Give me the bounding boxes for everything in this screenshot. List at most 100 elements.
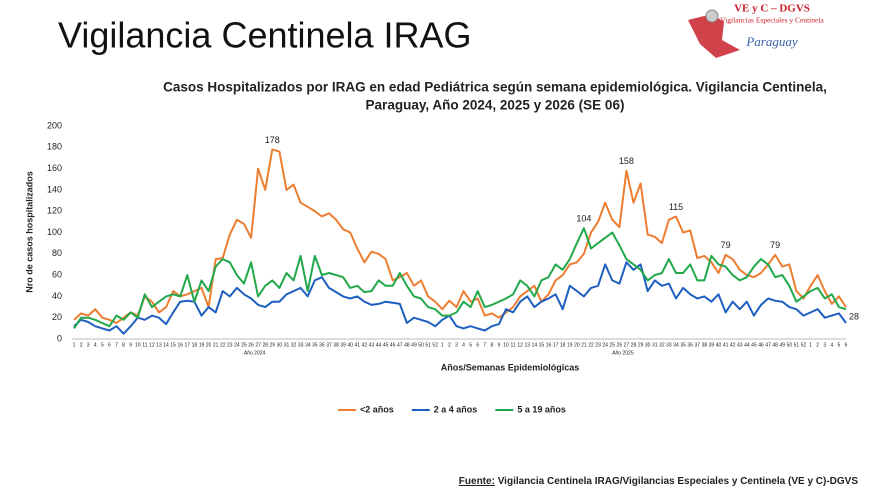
x-tick-label: 34 xyxy=(305,342,311,348)
x-tick-label: 14 xyxy=(163,342,169,348)
x-tick-label: 1 xyxy=(73,342,76,348)
x-tick-label: 12 xyxy=(517,342,523,348)
x-tick-label: 43 xyxy=(369,342,375,348)
x-tick-label: 19 xyxy=(199,342,205,348)
x-tick-label: 36 xyxy=(687,342,693,348)
x-tick-label: 20 xyxy=(574,342,580,348)
x-tick-label: 8 xyxy=(122,342,125,348)
y-tick-label: 160 xyxy=(47,163,62,173)
x-tick-label: 37 xyxy=(326,342,332,348)
x-tick-label: 25 xyxy=(241,342,247,348)
x-tick-label: 17 xyxy=(553,342,559,348)
x-tick-label: 27 xyxy=(255,342,261,348)
x-tick-label: 29 xyxy=(638,342,644,348)
x-tick-label: 40 xyxy=(347,342,353,348)
x-tick-label: 22 xyxy=(220,342,226,348)
x-tick-label: 46 xyxy=(390,342,396,348)
x-tick-label: 8 xyxy=(490,342,493,348)
y-tick-label: 180 xyxy=(47,142,62,152)
y-tick-label: 20 xyxy=(52,312,62,322)
series-line xyxy=(73,261,847,335)
x-tick-label: 47 xyxy=(765,342,771,348)
data-label: 28 xyxy=(849,312,859,322)
x-tick-label: 30 xyxy=(645,342,651,348)
x-tick-label: 45 xyxy=(383,342,389,348)
x-tick-label: 3 xyxy=(87,342,90,348)
x-tick-label: 4 xyxy=(830,342,833,348)
x-tick-label: 13 xyxy=(156,342,162,348)
x-tick-label: 5 xyxy=(469,342,472,348)
logo-map xyxy=(688,14,740,58)
x-tick-label: 13 xyxy=(525,342,531,348)
logo-figure xyxy=(705,9,719,23)
x-tick-label: 27 xyxy=(624,342,630,348)
x-tick-label: 33 xyxy=(298,342,304,348)
x-tick-label: 5 xyxy=(838,342,841,348)
series-line xyxy=(73,227,847,329)
logo-country: Paraguay xyxy=(745,34,798,49)
x-tick-label: 2 xyxy=(80,342,83,348)
x-tick-label: 39 xyxy=(340,342,346,348)
x-tick-label: 21 xyxy=(581,342,587,348)
x-tick-label: 1 xyxy=(809,342,812,348)
x-group-label: Año 2024 xyxy=(244,350,266,356)
data-label: 104 xyxy=(576,214,591,224)
x-tick-label: 44 xyxy=(744,342,750,348)
y-tick-label: 140 xyxy=(47,184,62,194)
x-tick-label: 41 xyxy=(355,342,361,348)
x-tick-label: 25 xyxy=(609,342,615,348)
source: Fuente: Vigilancia Centinela IRAG/Vigila… xyxy=(459,476,859,487)
x-tick-label: 6 xyxy=(476,342,479,348)
x-tick-label: 42 xyxy=(362,342,368,348)
x-tick-label: 15 xyxy=(170,342,176,348)
x-tick-label: 7 xyxy=(115,342,118,348)
x-tick-label: 49 xyxy=(779,342,785,348)
x-tick-label: 50 xyxy=(787,342,793,348)
x-tick-label: 49 xyxy=(411,342,417,348)
x-tick-label: 43 xyxy=(737,342,743,348)
x-tick-label: 3 xyxy=(823,342,826,348)
y-tick-label: 40 xyxy=(52,291,62,301)
x-tick-label: 9 xyxy=(129,342,132,348)
x-tick-label: 46 xyxy=(758,342,764,348)
y-tick-label: 60 xyxy=(52,269,62,279)
x-tick-label: 4 xyxy=(94,342,97,348)
x-tick-label: 19 xyxy=(567,342,573,348)
source-text: Vigilancia Centinela IRAG/Vigilancias Es… xyxy=(498,476,859,487)
source-label: Fuente: xyxy=(459,476,495,487)
y-axis-title: Nro de casos hospitalizados xyxy=(24,171,34,293)
x-tick-label: 16 xyxy=(546,342,552,348)
x-tick-label: 17 xyxy=(185,342,191,348)
x-tick-label: 40 xyxy=(716,342,722,348)
legend-label: <2 años xyxy=(360,404,394,414)
x-tick-label: 11 xyxy=(511,342,516,348)
legend-label: 2 a 4 años xyxy=(434,404,478,414)
x-tick-label: 9 xyxy=(498,342,501,348)
x-tick-label: 39 xyxy=(709,342,715,348)
x-tick-label: 37 xyxy=(694,342,700,348)
x-tick-label: 31 xyxy=(284,342,290,348)
x-tick-label: 24 xyxy=(602,342,608,348)
x-tick-label: 41 xyxy=(723,342,729,348)
x-tick-label: 47 xyxy=(397,342,403,348)
x-tick-label: 7 xyxy=(483,342,486,348)
x-tick-label: 2 xyxy=(816,342,819,348)
x-tick-label: 28 xyxy=(631,342,637,348)
logo-subtitle: Vigilancias Especiales y Centinela xyxy=(720,16,824,25)
x-tick-label: 44 xyxy=(376,342,382,348)
logo: VE y C – DGVS Vigilancias Especiales y C… xyxy=(688,3,824,58)
x-tick-label: 3 xyxy=(455,342,458,348)
chart-title: Casos Hospitalizados por IRAG en edad Pe… xyxy=(163,80,827,95)
x-tick-label: 35 xyxy=(680,342,686,348)
x-tick-label: 31 xyxy=(652,342,658,348)
x-tick-label: 48 xyxy=(772,342,778,348)
x-tick-label: 42 xyxy=(730,342,736,348)
y-tick-label: 200 xyxy=(47,120,62,130)
x-tick-label: 28 xyxy=(262,342,268,348)
x-group-label: Año 2025 xyxy=(612,350,634,356)
x-tick-label: 14 xyxy=(532,342,538,348)
data-label: 115 xyxy=(669,202,683,212)
x-tick-label: 18 xyxy=(560,342,566,348)
x-tick-label: 52 xyxy=(801,342,807,348)
x-tick-label: 38 xyxy=(702,342,708,348)
